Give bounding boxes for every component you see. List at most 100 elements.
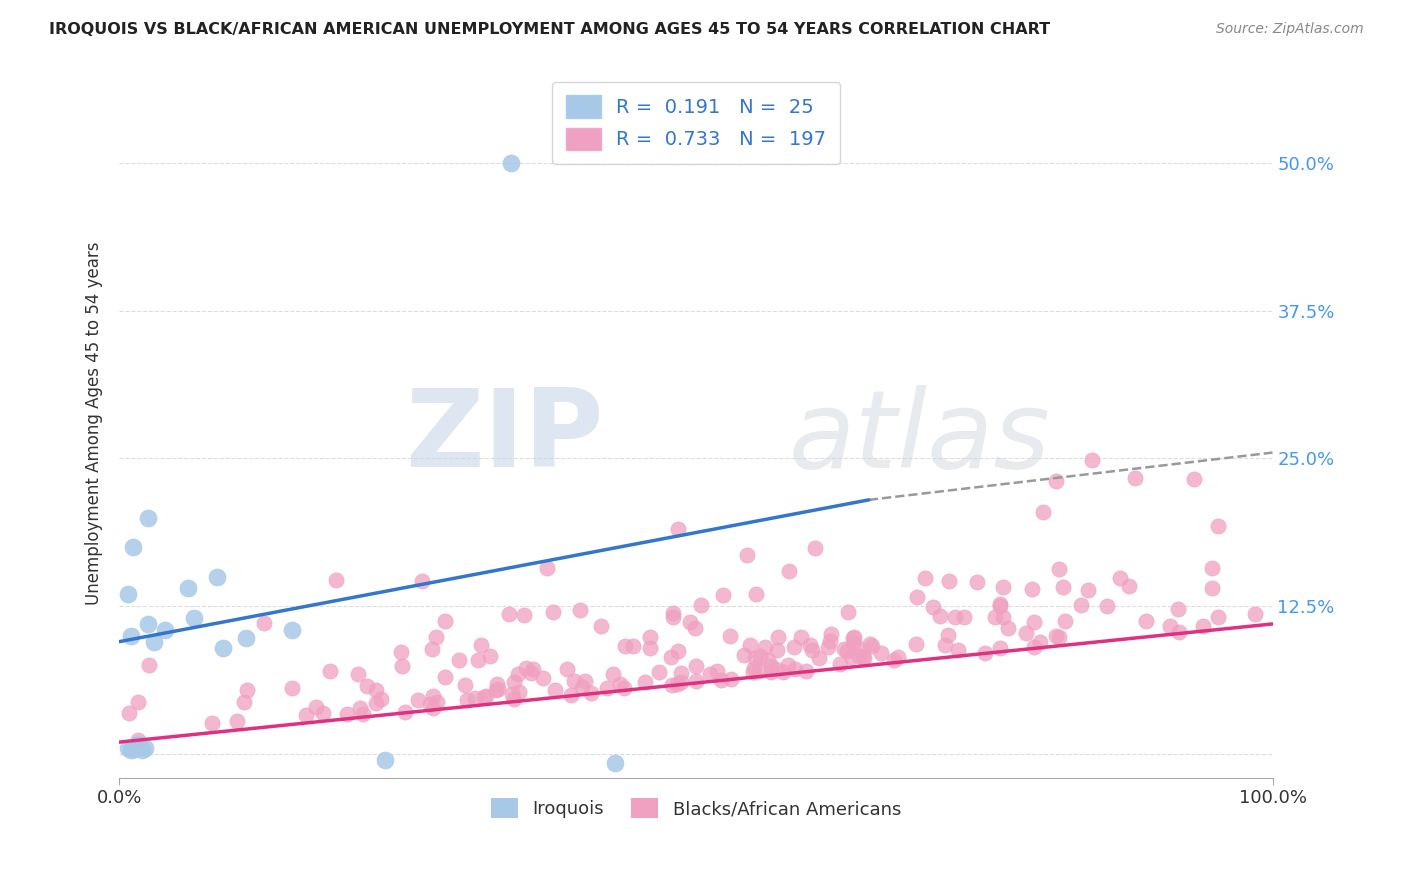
Point [621, 640, 644, 654]
Point [991, 581, 1014, 595]
Point [117, 587, 139, 601]
Point [422, 689, 444, 703]
Point [936, 628, 959, 642]
Point [498, 607, 520, 621]
Point [485, 683, 508, 698]
Point [648, 665, 671, 680]
Point [420, 642, 443, 657]
Point [475, 689, 498, 703]
Point [966, 574, 988, 589]
Point [988, 641, 1011, 656]
Text: ZIP: ZIP [405, 384, 603, 491]
Point [406, 693, 429, 707]
Point [709, 673, 731, 687]
Point [305, 699, 328, 714]
Point [501, 156, 523, 170]
Point [1047, 631, 1070, 645]
Point [394, 705, 416, 719]
Point [433, 614, 456, 628]
Point [808, 650, 831, 665]
Point [207, 569, 229, 583]
Point [945, 610, 967, 624]
Point [312, 706, 335, 720]
Point [456, 693, 478, 707]
Point [860, 639, 883, 653]
Point [434, 670, 457, 684]
Point [783, 640, 806, 654]
Point [768, 630, 790, 644]
Point [905, 590, 928, 604]
Point [761, 659, 783, 673]
Point [389, 645, 412, 659]
Point [449, 653, 471, 667]
Point [253, 615, 276, 630]
Point [634, 675, 657, 690]
Point [411, 574, 433, 588]
Point [136, 510, 159, 524]
Point [138, 658, 160, 673]
Point [1022, 615, 1045, 629]
Point [280, 681, 302, 696]
Point [991, 610, 1014, 624]
Point [659, 650, 682, 665]
Point [830, 657, 852, 671]
Point [1192, 619, 1215, 633]
Point [609, 677, 631, 691]
Point [661, 678, 683, 692]
Point [235, 631, 257, 645]
Point [733, 648, 755, 662]
Point [419, 698, 441, 712]
Point [513, 608, 536, 623]
Point [662, 606, 685, 620]
Point [212, 640, 235, 655]
Legend: Iroquois, Blacks/African Americans: Iroquois, Blacks/African Americans [484, 791, 908, 825]
Point [984, 610, 1007, 624]
Point [1201, 581, 1223, 595]
Point [1167, 624, 1189, 639]
Point [543, 683, 565, 698]
Point [820, 634, 842, 648]
Point [117, 741, 139, 756]
Point [467, 653, 489, 667]
Point [699, 667, 721, 681]
Point [845, 640, 868, 655]
Point [127, 738, 149, 752]
Point [804, 541, 827, 556]
Point [837, 605, 859, 619]
Point [914, 571, 936, 585]
Point [1052, 580, 1074, 594]
Point [749, 649, 772, 664]
Point [929, 609, 952, 624]
Y-axis label: Unemployment Among Ages 45 to 54 years: Unemployment Among Ages 45 to 54 years [86, 242, 103, 605]
Point [820, 627, 842, 641]
Point [479, 648, 502, 663]
Point [852, 648, 875, 663]
Point [662, 610, 685, 624]
Point [765, 643, 787, 657]
Point [887, 649, 910, 664]
Point [1070, 598, 1092, 612]
Point [464, 690, 486, 705]
Point [883, 653, 905, 667]
Point [366, 696, 388, 710]
Point [349, 701, 371, 715]
Point [1047, 562, 1070, 576]
Point [789, 631, 811, 645]
Point [562, 673, 585, 688]
Point [120, 743, 142, 757]
Point [295, 708, 318, 723]
Point [842, 630, 865, 644]
Point [1159, 619, 1181, 633]
Point [671, 666, 693, 681]
Point [425, 630, 447, 644]
Point [605, 756, 627, 771]
Point [391, 658, 413, 673]
Point [841, 649, 863, 664]
Point [666, 522, 689, 536]
Point [122, 540, 145, 554]
Text: Source: ZipAtlas.com: Source: ZipAtlas.com [1216, 22, 1364, 37]
Point [364, 683, 387, 698]
Point [501, 687, 523, 701]
Point [519, 666, 541, 681]
Point [370, 692, 392, 706]
